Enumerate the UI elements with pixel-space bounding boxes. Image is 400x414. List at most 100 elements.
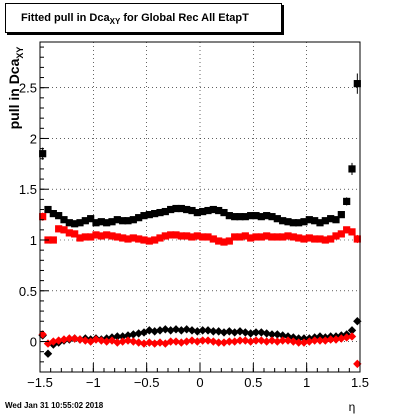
data-point: [347, 326, 357, 335]
data-point: [268, 233, 276, 241]
data-point: [241, 213, 249, 221]
data-point: [203, 326, 213, 335]
data-point: [171, 337, 181, 346]
y-tick-label: 0.5: [19, 284, 37, 299]
data-point: [150, 339, 159, 348]
data-point: [267, 336, 277, 345]
data-point: [39, 213, 47, 221]
chart-title-subscript: XY: [109, 17, 121, 26]
data-point: [295, 234, 303, 242]
data-point: [167, 231, 175, 239]
data-point: [140, 236, 148, 244]
data-point: [310, 336, 319, 345]
data-point: [177, 232, 185, 240]
data-point: [353, 80, 361, 88]
data-point: [262, 337, 271, 346]
data-point: [257, 233, 265, 241]
data-point: [76, 234, 84, 242]
data-point: [209, 235, 217, 243]
y-axis-label-main: pull in Dca: [6, 58, 22, 129]
data-point: [55, 225, 63, 233]
data-point: [241, 232, 249, 240]
data-point: [278, 336, 287, 345]
data-point: [177, 204, 185, 213]
data-point: [236, 233, 244, 241]
data-point: [65, 219, 73, 227]
data-point: [166, 337, 175, 346]
data-point: [155, 338, 165, 347]
data-point: [183, 205, 191, 214]
data-point: [97, 336, 106, 345]
y-tick-label: 0: [30, 335, 37, 350]
data-point: [283, 336, 293, 345]
data-point: [284, 218, 292, 226]
data-point: [172, 204, 180, 213]
data-point: [263, 232, 271, 240]
data-point: [118, 332, 127, 341]
data-point: [199, 233, 207, 241]
data-point: [247, 234, 255, 242]
series-3: [38, 317, 362, 358]
data-point: [247, 212, 255, 220]
data-point: [316, 235, 324, 243]
data-point: [38, 330, 47, 339]
data-point: [225, 337, 234, 346]
data-point: [113, 233, 121, 241]
data-point: [81, 217, 89, 225]
data-point: [87, 233, 95, 241]
data-point: [294, 338, 303, 347]
data-point: [343, 197, 351, 206]
data-point: [39, 150, 47, 158]
data-point: [177, 338, 186, 347]
data-point: [161, 325, 170, 334]
y-axis-label: pull in DcaXY: [6, 47, 25, 130]
data-point: [321, 336, 330, 345]
data-point: [129, 216, 137, 224]
data-point: [171, 325, 181, 334]
data-point: [49, 337, 58, 346]
data-point: [156, 234, 164, 242]
data-point: [151, 210, 159, 218]
data-point: [183, 232, 191, 240]
data-point: [129, 330, 138, 339]
data-point: [225, 212, 233, 220]
data-point: [273, 330, 282, 339]
data-point: [199, 207, 207, 216]
data-point: [225, 327, 234, 336]
data-point: [327, 235, 335, 243]
data-point: [332, 232, 340, 240]
tick-layer: [39, 46, 361, 373]
data-point: [300, 218, 308, 226]
data-point: [257, 336, 266, 345]
data-point: [108, 232, 116, 240]
data-point: [81, 336, 90, 345]
data-point: [337, 230, 345, 238]
data-point: [193, 208, 201, 217]
data-point: [204, 206, 212, 215]
data-point: [54, 336, 63, 345]
data-point: [113, 216, 121, 224]
data-point: [71, 220, 79, 228]
data-point: [97, 218, 105, 226]
data-point: [241, 336, 250, 345]
data-point: [305, 216, 313, 224]
data-point: [150, 327, 159, 336]
data-point: [203, 336, 213, 345]
y-tick-label: 1.5: [19, 182, 37, 197]
data-point: [204, 233, 212, 241]
data-point: [214, 327, 223, 336]
data-point: [230, 337, 239, 346]
data-point: [236, 213, 244, 221]
data-point: [337, 334, 346, 343]
data-point: [134, 329, 143, 338]
data-point: [316, 219, 324, 227]
data-point: [209, 327, 218, 336]
data-point: [124, 217, 132, 225]
data-point: [263, 212, 271, 220]
x-tick-label: −0.5: [134, 375, 160, 390]
data-point: [71, 230, 79, 238]
data-point: [220, 238, 228, 246]
x-tick-label: 1.5: [351, 375, 369, 390]
data-point: [55, 212, 63, 220]
data-point: [44, 205, 52, 214]
